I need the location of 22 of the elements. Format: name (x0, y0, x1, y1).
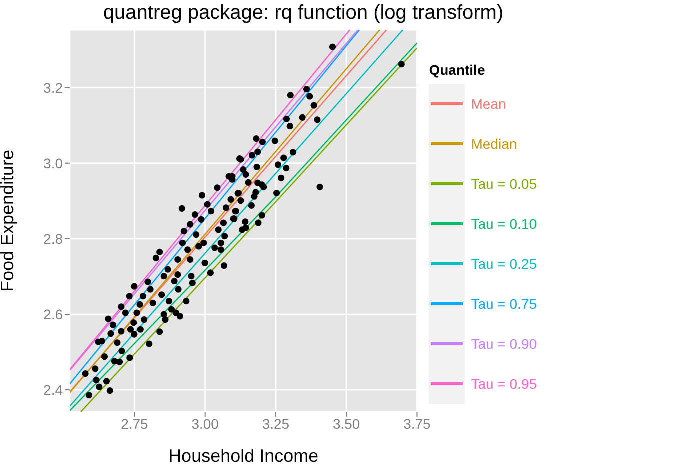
legend-label: Median (471, 136, 518, 152)
legend-label: Tau = 0.95 (471, 376, 537, 392)
legend-label: Tau = 0.75 (471, 296, 537, 312)
chart-title: quantreg package: rq function (log transform) (102, 2, 505, 25)
x-tick-label: 3.25 (262, 416, 290, 432)
legend-label: Tau = 0.10 (471, 216, 537, 232)
legend-label: Tau = 0.90 (471, 336, 537, 352)
x-tick-label: 3.00 (192, 416, 220, 432)
x-tick-label: 3.75 (404, 416, 432, 432)
x-tick-label: 3.50 (332, 416, 360, 432)
x-tick-label: 2.75 (121, 416, 149, 432)
y-tick-label: 2.6 (44, 306, 64, 322)
y-tick-label: 3.2 (44, 80, 64, 96)
y-tick-label: 2.8 (44, 230, 64, 247)
legend-label: Tau = 0.05 (471, 176, 537, 192)
x-axis-title: Household Income (168, 446, 319, 466)
y-tick-label: 3.0 (44, 155, 64, 172)
legend-title: Quantile (429, 62, 486, 78)
y-axis-title: Food Expenditure (0, 150, 18, 292)
legend-label: Mean (471, 96, 506, 112)
y-tick-label: 2.4 (44, 382, 64, 398)
legend-label: Tau = 0.25 (471, 256, 537, 272)
